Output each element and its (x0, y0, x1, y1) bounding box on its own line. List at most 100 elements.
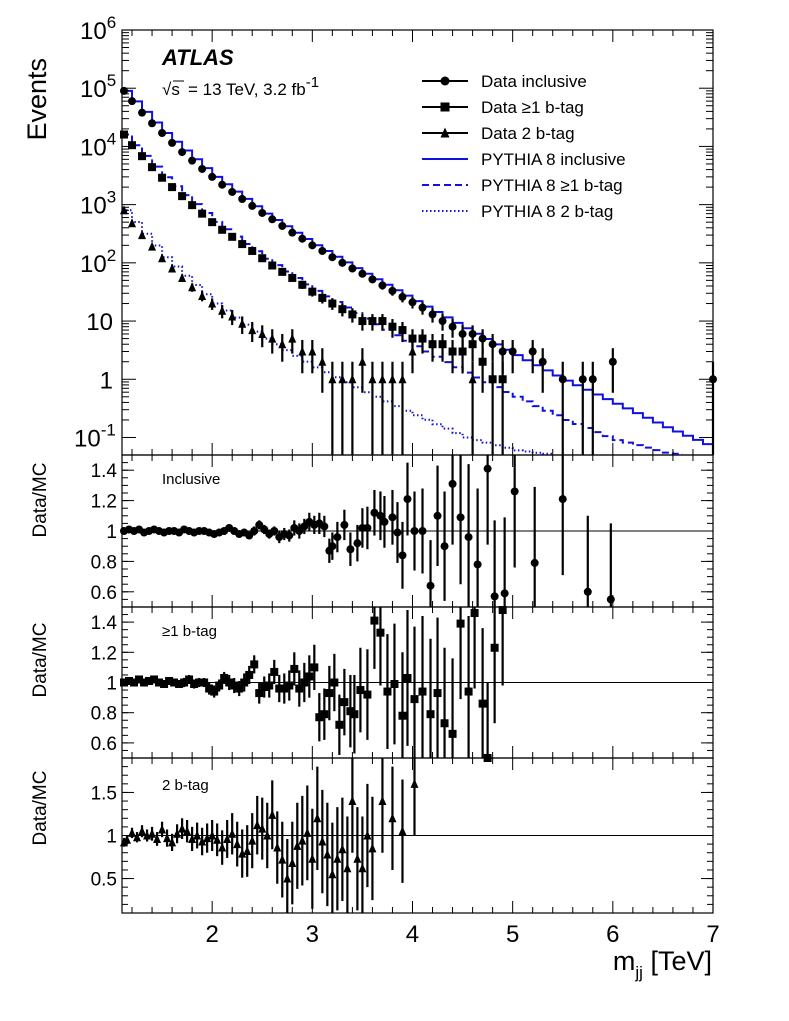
ratio-point-2-34 (288, 858, 297, 868)
data-point-2-16 (278, 339, 287, 349)
ratio-y-tick-2-2: 0.5 (91, 870, 117, 891)
data-point-0-12 (238, 194, 247, 203)
data-point-0-13 (248, 201, 257, 210)
svg-text:= 13 TeV, 3.2 fb-1: = 13 TeV, 3.2 fb-1 (188, 74, 319, 99)
ratio-point-2-8 (158, 824, 167, 834)
ratio-point-0-45 (346, 545, 355, 554)
data-point-1-2 (138, 152, 147, 161)
data-point-2-8 (198, 290, 207, 300)
ratio-point-2-29 (263, 830, 272, 840)
ratio-point-1-66 (490, 643, 499, 652)
data-point-0-36 (478, 334, 487, 343)
ratio-point-1-9 (165, 676, 174, 685)
y-tick-label-5: 10 (86, 309, 113, 336)
ratio-point-1-30 (270, 667, 279, 676)
ratio-point-0-40 (320, 522, 329, 531)
data-point-0-2 (138, 108, 147, 117)
ratio-y-tick-0-4: 0.6 (91, 583, 117, 604)
data-point-1-31 (428, 340, 437, 349)
data-point-1-12 (238, 240, 247, 249)
data-point-1-8 (198, 209, 207, 218)
ratio-point-1-6 (150, 675, 159, 684)
ratio-y-tick-0-2: 1 (106, 522, 117, 543)
ratio-point-1-55 (410, 695, 419, 704)
legend-label-1: Data ≥1 b-tag (481, 98, 584, 117)
ratio-point-0-63 (464, 533, 473, 542)
ratio-point-0-70 (558, 495, 567, 504)
data-point-0-9 (208, 172, 217, 181)
ratio-y-tick-0-3: 0.8 (91, 552, 117, 573)
lumi-exponent: -1 (306, 74, 319, 91)
ratio-point-0-50 (376, 511, 385, 520)
ratio-point-2-48 (358, 863, 367, 873)
data-point-1-24 (358, 317, 367, 326)
mc-curve-1 (122, 133, 683, 455)
ratio-point-1-17 (205, 684, 214, 693)
ratio-point-1-22 (230, 681, 239, 690)
ratio-point-0-57 (418, 527, 427, 535)
data-point-0-34 (458, 329, 467, 338)
data-point-0-4 (158, 129, 167, 138)
legend-marker-0 (440, 76, 450, 86)
ratio-y-tick-2-1: 1 (106, 827, 117, 848)
ratio-point-1-40 (320, 710, 329, 719)
ratio-point-1-16 (200, 678, 209, 687)
ratio-point-0-58 (426, 581, 435, 590)
ratio-point-2-53 (398, 826, 407, 836)
legend-label-2: Data 2 b-tag (481, 124, 575, 143)
ratio-point-0-68 (510, 487, 519, 496)
ratio-point-1-37 (305, 672, 314, 681)
ratio-point-2-27 (253, 820, 262, 830)
ratio-point-2-32 (278, 854, 287, 864)
data-point-0-43 (578, 375, 587, 384)
data-point-0-20 (318, 246, 327, 255)
data-point-2-21 (328, 374, 337, 384)
ratio-point-2-43 (333, 853, 342, 863)
ratio-point-1-50 (376, 628, 385, 637)
ratio-point-0-67 (500, 589, 509, 598)
ratio-point-2-50 (368, 843, 377, 853)
ratio-point-0-61 (448, 479, 457, 488)
ratio-y-label-2btag: Data/MC (30, 771, 51, 846)
ratio-point-1-14 (190, 680, 199, 689)
ratio-point-0-65 (483, 464, 492, 473)
ratio-point-1-63 (470, 609, 479, 618)
data-point-1-1 (128, 141, 137, 150)
data-point-0-45 (608, 357, 617, 366)
sqrt-s-label: s (171, 80, 180, 99)
data-point-0-29 (408, 298, 417, 307)
ratio-point-2-16 (198, 836, 207, 846)
ratio-point-2-14 (188, 833, 197, 843)
ratio-point-1-59 (440, 719, 449, 728)
data-point-2-30 (468, 374, 477, 384)
ratio-point-1-19 (215, 681, 224, 690)
ratio-point-1-27 (255, 689, 264, 698)
ratio-point-0-43 (333, 533, 342, 542)
legend-marker-2 (440, 127, 450, 138)
data-point-2-10 (218, 305, 227, 315)
data-point-0-40 (528, 347, 537, 356)
atlas-label: ATLAS (161, 45, 234, 70)
ratio-point-1-29 (265, 681, 274, 690)
data-point-1-28 (398, 326, 407, 335)
x-tick-label-4: 4 (406, 921, 419, 948)
ratio-y-tick-0-0: 1.4 (91, 461, 118, 482)
data-point-2-2 (138, 230, 147, 240)
y-tick-label-0: 106 (80, 13, 116, 45)
ratio-point-2-52 (388, 813, 397, 823)
data-point-0-42 (558, 375, 567, 384)
data-point-1-6 (178, 192, 187, 201)
ratio-point-1-8 (160, 680, 169, 689)
data-point-0-22 (338, 258, 347, 267)
data-point-0-7 (188, 156, 197, 165)
data-point-1-30 (418, 334, 427, 343)
data-point-0-1 (128, 97, 137, 106)
ratio-point-2-33 (283, 873, 292, 883)
data-point-2-12 (238, 318, 247, 328)
data-point-1-20 (318, 293, 327, 302)
ratio-point-0-60 (440, 542, 449, 551)
ratio-point-1-61 (456, 619, 465, 628)
data-point-2-6 (178, 272, 187, 282)
ratio-point-2-22 (228, 828, 237, 838)
